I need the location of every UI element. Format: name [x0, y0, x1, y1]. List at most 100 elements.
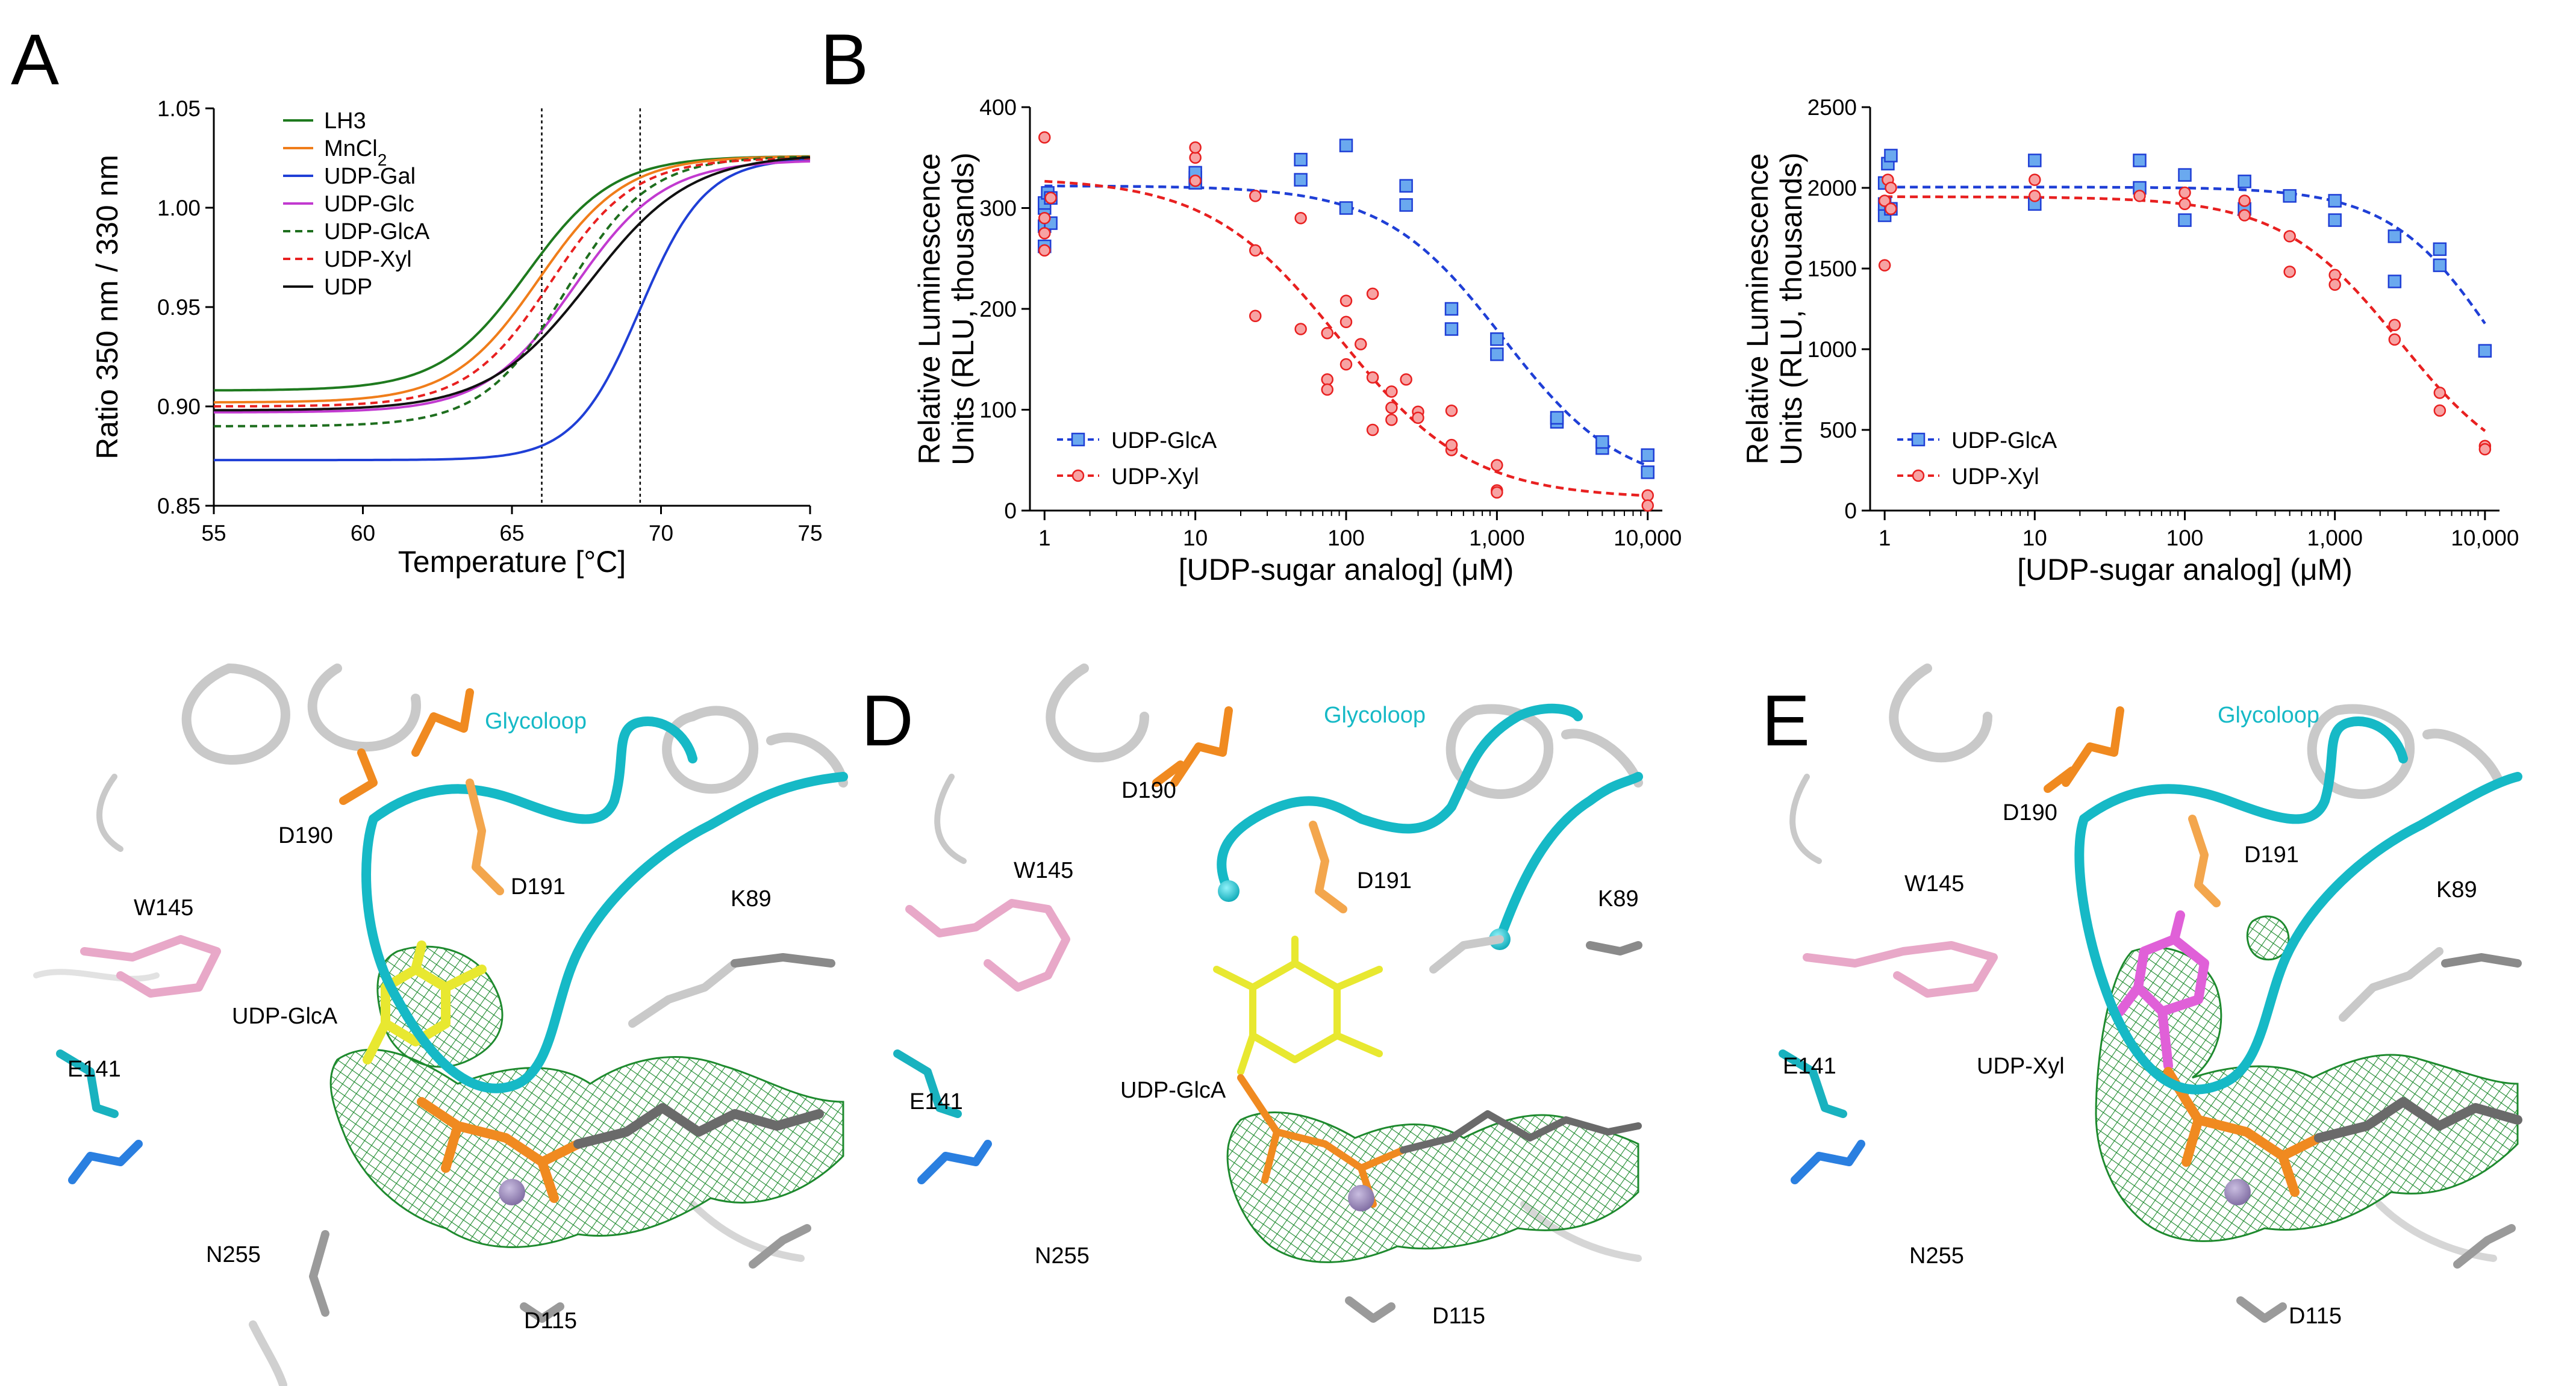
chart-b-left-y-tick-label: 0	[1004, 499, 1017, 523]
chart-b-left-data-point	[1321, 326, 1333, 340]
chart-b-right-data-point	[1878, 194, 1891, 207]
structure-panel-d: Glycoloop D190 W145 D191 K89 E141 UDP-Gl…	[893, 663, 1643, 1329]
label-d-ligand: UDP-GlcA	[1120, 1078, 1226, 1103]
chart-a-legend-subscript: 2	[378, 151, 387, 169]
residue-sticks-e	[1779, 706, 2522, 1323]
label-e-d115: D115	[2289, 1304, 2342, 1329]
chart-b-right-data-point	[2178, 197, 2191, 211]
chart-b-left-data-point	[1445, 438, 1458, 452]
chart-b-left-x-axis-title: [UDP-sugar analog] (μM)	[1179, 553, 1514, 586]
chart-b-left-data-point	[1294, 152, 1308, 167]
chart-a-y-tick-label: 1.05	[157, 96, 201, 121]
chart-b-left-points	[1038, 131, 1654, 512]
chart-b-left-data-point	[1490, 332, 1504, 346]
chart-a-x-tick-label: 70	[649, 521, 673, 545]
chart-b-right-data-point	[2238, 194, 2251, 207]
chart-b-left-x-tick-label: 100	[1327, 526, 1365, 550]
label-c-d190: D190	[278, 823, 333, 848]
chart-a-x-tick-label: 65	[499, 521, 524, 545]
chart-a-legend-label: UDP-Glc	[324, 191, 414, 217]
chart-b-right-data-point	[2028, 154, 2042, 167]
label-e-k89: K89	[2436, 877, 2477, 903]
chart-b-right-y-tick-label: 2500	[1807, 95, 1857, 120]
chart-b-right-data-point	[2433, 242, 2447, 256]
label-e-ligand: UDP-Xyl	[1977, 1054, 2065, 1079]
panel-letter-b: B	[820, 19, 869, 100]
chart-b-right-data-point	[2387, 229, 2402, 243]
chart-b-left-data-point	[1038, 131, 1051, 144]
label-d-glycoloop: Glycoloop	[1324, 703, 1426, 728]
chart-b-right-legend-marker	[1911, 432, 1926, 447]
label-d-d191: D191	[1357, 868, 1412, 893]
label-c-d191: D191	[511, 874, 566, 900]
chart-b-left-data-point	[1399, 198, 1413, 212]
panel-letter-d: D	[861, 680, 914, 761]
chart-b-left-data-point	[1385, 385, 1398, 398]
chart-a-y-tick-label: 0.90	[157, 394, 201, 419]
chart-b-left-y-tick-label: 100	[979, 398, 1017, 423]
chart-a-y-tick-label: 0.95	[157, 295, 201, 320]
chart-b-right-data-point	[2029, 190, 2041, 202]
chart-b-left-data-point	[1038, 227, 1051, 240]
residue-sticks-d	[893, 706, 1642, 1323]
chart-b-left-data-point	[1399, 179, 1413, 193]
chart-b-right-x-tick-label: 10	[2022, 526, 2047, 550]
chart-b-right-data-point	[2238, 175, 2251, 188]
chart-b-right-legend-marker	[1912, 469, 1925, 482]
label-c-w145: W145	[134, 895, 193, 921]
chart-b-right-y-tick-label: 2000	[1807, 176, 1857, 200]
chart-b-right-y-tick-label: 1000	[1807, 337, 1857, 362]
chart-b-right-data-point	[2433, 387, 2447, 399]
chart-b-right-data-point	[2029, 173, 2041, 186]
mn-ion-e	[2224, 1179, 2251, 1205]
protein-cartoon-d	[934, 663, 1643, 1262]
chart-a-legend-label: UDP-GlcA	[324, 219, 430, 244]
chart-b-right-data-point	[2283, 266, 2296, 278]
chart-b-left-data-point	[1444, 302, 1459, 316]
chart-a-legend-label: UDP-Gal	[324, 164, 416, 189]
glycoloop-e	[2074, 716, 2522, 1095]
chart-b-right-data-point	[1878, 259, 1891, 272]
chart-b-left-data-point	[1339, 138, 1353, 152]
chart-b-left-fits	[1044, 179, 1648, 497]
chart-b-left-data-point	[1044, 191, 1057, 204]
label-c-e141: E141	[67, 1057, 121, 1082]
chart-b-left-fit-curve	[1044, 179, 1648, 497]
chart-b-right-x-tick-label: 1,000	[2307, 526, 2363, 550]
chart-b-right-legend-label: UDP-Xyl	[1951, 464, 2039, 489]
density-mesh-e	[2095, 915, 2519, 1242]
glycoloop-end-d1	[1218, 880, 1240, 902]
chart-a-y-tick-label: 0.85	[157, 494, 201, 518]
chart-b-left-data-point	[1038, 212, 1051, 225]
chart-b-left-y-tick-label: 200	[979, 297, 1017, 322]
chart-b-right-data-point	[2478, 344, 2492, 358]
chart-b-left-data-point	[1339, 315, 1353, 329]
label-d-w145: W145	[1014, 858, 1073, 883]
chart-b-right-data-point	[1885, 202, 1897, 216]
chart-b-right-points	[1877, 149, 2492, 456]
chart-b-right-x-tick-label: 100	[2166, 526, 2204, 550]
chart-b-left-x-tick-label: 10,000	[1614, 526, 1682, 550]
chart-b-left-data-point	[1294, 323, 1307, 335]
chart-b-left-x-tick-label: 1,000	[1469, 526, 1525, 550]
label-e-n255: N255	[1909, 1243, 1964, 1269]
chart-a-series-line	[214, 156, 811, 412]
chart-b-left-ticks: 0 100 200 300 400 1 10 100 1,000 10,000	[979, 95, 1682, 550]
chart-b-left-data-point	[1249, 309, 1262, 322]
chart-b-right-data-point	[2388, 333, 2401, 346]
chart-b-left-data-point	[1366, 371, 1379, 384]
chart-b-right-data-point	[2133, 154, 2147, 167]
chart-b-left-data-point	[1189, 175, 1202, 187]
chart-a-x-tick-label: 75	[797, 521, 822, 545]
chart-b-right-data-point	[2328, 194, 2342, 208]
chart-b-left-legend: UDP-GlcA UDP-Xyl	[1057, 428, 1217, 489]
chart-b-right-data-point	[2433, 404, 2447, 417]
chart-b-right-data-point	[2133, 190, 2146, 202]
chart-b-left-data-point	[1249, 190, 1262, 202]
chart-b-right-data-point	[2283, 189, 2297, 203]
chart-b-right-data-point	[2387, 275, 2402, 288]
chart-b-right-y-tick-label: 0	[1844, 499, 1857, 523]
